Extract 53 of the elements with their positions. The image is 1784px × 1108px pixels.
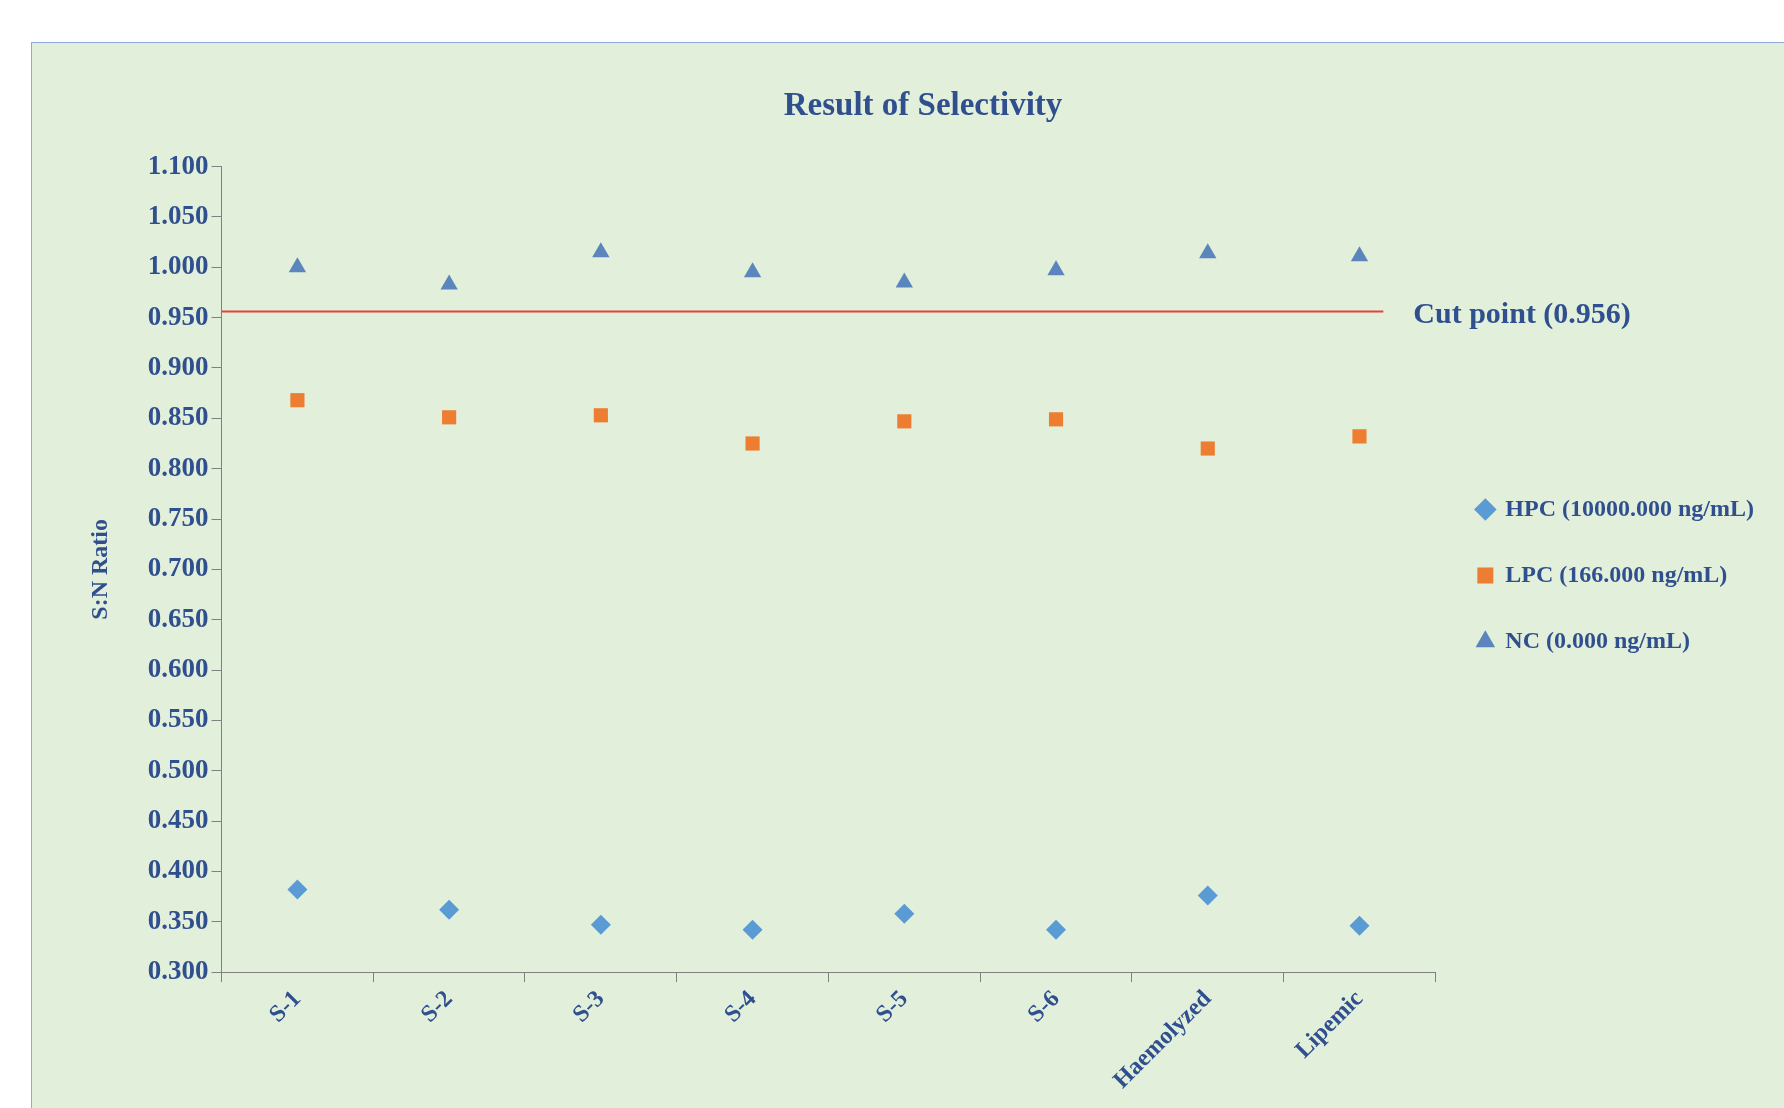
point	[439, 899, 460, 920]
legend-label: NC (0.000 ng/mL)	[1505, 626, 1691, 653]
y-tick-label: 0.950	[147, 300, 209, 331]
point	[442, 410, 457, 425]
y-tick-label: 0.650	[147, 602, 209, 633]
y-tick-label: 1.000	[147, 250, 209, 281]
y-tick-label: 0.400	[147, 854, 209, 885]
point	[593, 408, 608, 423]
point	[743, 262, 762, 278]
point	[1199, 243, 1217, 259]
y-tick-label: 0.350	[147, 904, 209, 935]
x-tick-label: S-5	[870, 984, 913, 1027]
y-tick-label: 0.900	[147, 350, 209, 381]
point	[1352, 429, 1367, 444]
y-tick-label: 0.550	[147, 703, 209, 734]
y-tick-label: 0.600	[147, 653, 209, 683]
point	[1046, 919, 1067, 940]
point	[742, 919, 763, 940]
x-tick-label: S-2	[415, 984, 458, 1027]
y-tick-label: 0.300	[147, 955, 209, 986]
point	[290, 393, 305, 408]
y-tick-label: 0.500	[147, 753, 209, 784]
x-tick-label: S-3	[566, 984, 609, 1027]
point	[894, 903, 915, 924]
point	[895, 272, 913, 288]
y-tick-label: 0.750	[147, 501, 209, 532]
point	[1197, 885, 1218, 906]
legend-label: HPC (10000.000 ng/mL)	[1505, 494, 1755, 521]
point	[1349, 915, 1370, 936]
point	[897, 414, 912, 429]
point	[1200, 441, 1215, 456]
y-tick-label: 1.050	[147, 199, 209, 230]
y-tick-label: 0.700	[147, 552, 209, 583]
point	[590, 914, 611, 935]
point	[745, 436, 760, 451]
x-tick-label: S-1	[263, 984, 306, 1027]
point	[288, 257, 307, 273]
x-tick-label: S-6	[1021, 984, 1064, 1027]
point	[287, 879, 308, 900]
y-tick-label: 0.800	[147, 451, 209, 482]
point	[440, 274, 458, 290]
point	[1048, 412, 1064, 427]
ref-line-label: Cut point (0.956)	[1413, 296, 1631, 331]
y-tick-label: 0.850	[147, 401, 209, 432]
x-tick-label: S-4	[718, 984, 761, 1027]
y-tick-label: 0.450	[147, 804, 209, 835]
y-axis-title: S:N Ratio	[85, 519, 112, 620]
legend-label: LPC (166.000 ng/mL)	[1505, 560, 1728, 587]
chart-title: Result of Selectivity	[783, 86, 1063, 123]
point	[1350, 246, 1369, 262]
point	[1047, 260, 1065, 276]
point	[592, 242, 610, 258]
y-tick-label: 1.100	[147, 149, 209, 180]
